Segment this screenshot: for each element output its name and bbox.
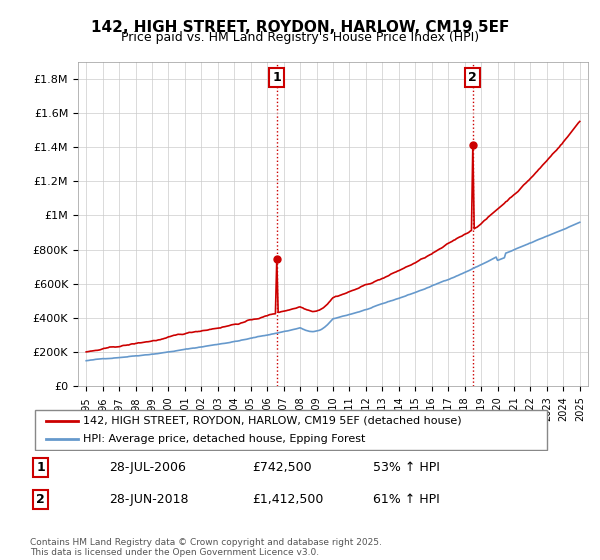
Text: 142, HIGH STREET, ROYDON, HARLOW, CM19 5EF: 142, HIGH STREET, ROYDON, HARLOW, CM19 5…: [91, 20, 509, 35]
Text: £1,412,500: £1,412,500: [252, 493, 323, 506]
Text: Contains HM Land Registry data © Crown copyright and database right 2025.
This d: Contains HM Land Registry data © Crown c…: [30, 538, 382, 557]
FancyBboxPatch shape: [35, 410, 547, 450]
Text: 1: 1: [272, 71, 281, 85]
Text: 142, HIGH STREET, ROYDON, HARLOW, CM19 5EF (detached house): 142, HIGH STREET, ROYDON, HARLOW, CM19 5…: [83, 416, 461, 426]
Text: 61% ↑ HPI: 61% ↑ HPI: [373, 493, 440, 506]
Text: 28-JUL-2006: 28-JUL-2006: [109, 461, 186, 474]
Text: 2: 2: [468, 71, 477, 85]
Text: 53% ↑ HPI: 53% ↑ HPI: [373, 461, 440, 474]
Text: 1: 1: [36, 461, 45, 474]
Text: £742,500: £742,500: [252, 461, 311, 474]
Text: Price paid vs. HM Land Registry's House Price Index (HPI): Price paid vs. HM Land Registry's House …: [121, 31, 479, 44]
Text: HPI: Average price, detached house, Epping Forest: HPI: Average price, detached house, Eppi…: [83, 434, 365, 444]
Text: 28-JUN-2018: 28-JUN-2018: [109, 493, 188, 506]
Text: 2: 2: [36, 493, 45, 506]
